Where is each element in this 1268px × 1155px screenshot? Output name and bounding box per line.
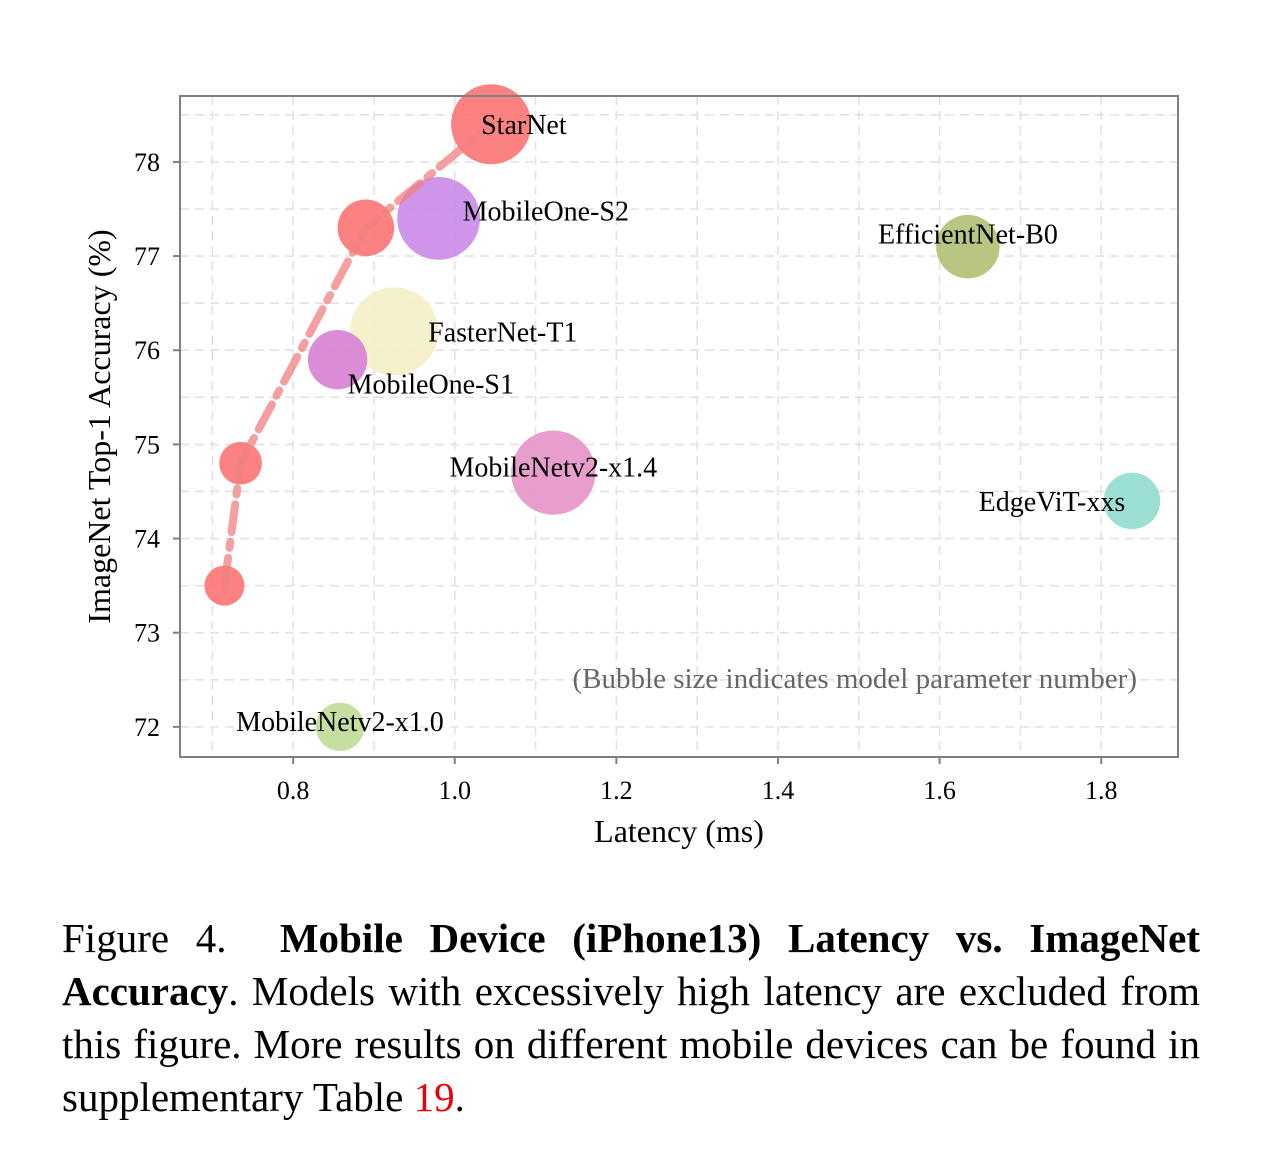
x-tick-label: 1.0 xyxy=(439,776,472,805)
bubble-size-note: (Bubble size indicates model parameter n… xyxy=(573,663,1137,695)
y-tick-label: 75 xyxy=(134,430,160,459)
caption-prefix: Figure 4. xyxy=(62,915,227,961)
bubble-efficientnet-b0 xyxy=(936,214,1000,279)
y-tick-label: 77 xyxy=(134,242,160,271)
bubble-label: EfficientNet-B0 xyxy=(878,220,1058,251)
chart-svg: (Bubble size indicates model parameter n… xyxy=(81,84,1179,849)
bubble-edgevit-xxs xyxy=(1103,472,1161,530)
x-tick-label: 1.6 xyxy=(923,776,956,805)
bubble-label: MobileOne-S2 xyxy=(463,196,629,227)
bubble-mobilenetv2-x1-0 xyxy=(315,702,365,752)
bubble-mobileone-s2 xyxy=(397,177,480,260)
y-axis-label: ImageNet Top-1 Accuracy (%) xyxy=(81,229,117,623)
y-tick-label: 76 xyxy=(134,336,160,365)
scatter-chart: (Bubble size indicates model parameter n… xyxy=(81,84,1179,849)
caption-end: . xyxy=(454,1074,465,1120)
x-tick-label: 1.8 xyxy=(1085,776,1118,805)
bubble-fasternet-t1 xyxy=(349,287,439,376)
x-tick-label: 0.8 xyxy=(277,776,310,805)
y-tick-label: 74 xyxy=(134,525,160,554)
bubble-mobilenetv2-x1-4 xyxy=(511,430,596,515)
y-tick-label: 72 xyxy=(134,713,160,742)
figure-caption: Figure 4. Mobile Device (iPhone13) Laten… xyxy=(62,912,1200,1124)
bubble-label: FasterNet-T1 xyxy=(428,317,577,348)
table-reference-link[interactable]: 19 xyxy=(413,1074,455,1120)
plot-frame xyxy=(179,95,1179,758)
bubble-label: StarNet xyxy=(481,110,567,141)
x-tick-label: 1.2 xyxy=(600,776,633,805)
caption-bold-title: Mobile Device (iPhone13) Latency vs. Ima… xyxy=(62,915,1201,1014)
bubble-label: MobileNetv2-x1.4 xyxy=(450,453,658,484)
caption-body: . Models with excessively high latency a… xyxy=(62,968,1200,1120)
x-tick-label: 1.4 xyxy=(762,776,795,805)
bubble-mobileone-s1 xyxy=(307,329,368,390)
x-axis-label: Latency (ms) xyxy=(594,813,764,849)
plot-area xyxy=(180,96,1178,757)
bubble-label: MobileOne-S1 xyxy=(348,370,514,401)
bubble-label: EdgeViT-xxs xyxy=(979,487,1126,518)
bubble-label: MobileNetv2-x1.0 xyxy=(236,707,444,738)
y-tick-label: 73 xyxy=(134,619,160,648)
starnet-trend-line xyxy=(220,120,496,590)
y-tick-label: 78 xyxy=(134,148,160,177)
